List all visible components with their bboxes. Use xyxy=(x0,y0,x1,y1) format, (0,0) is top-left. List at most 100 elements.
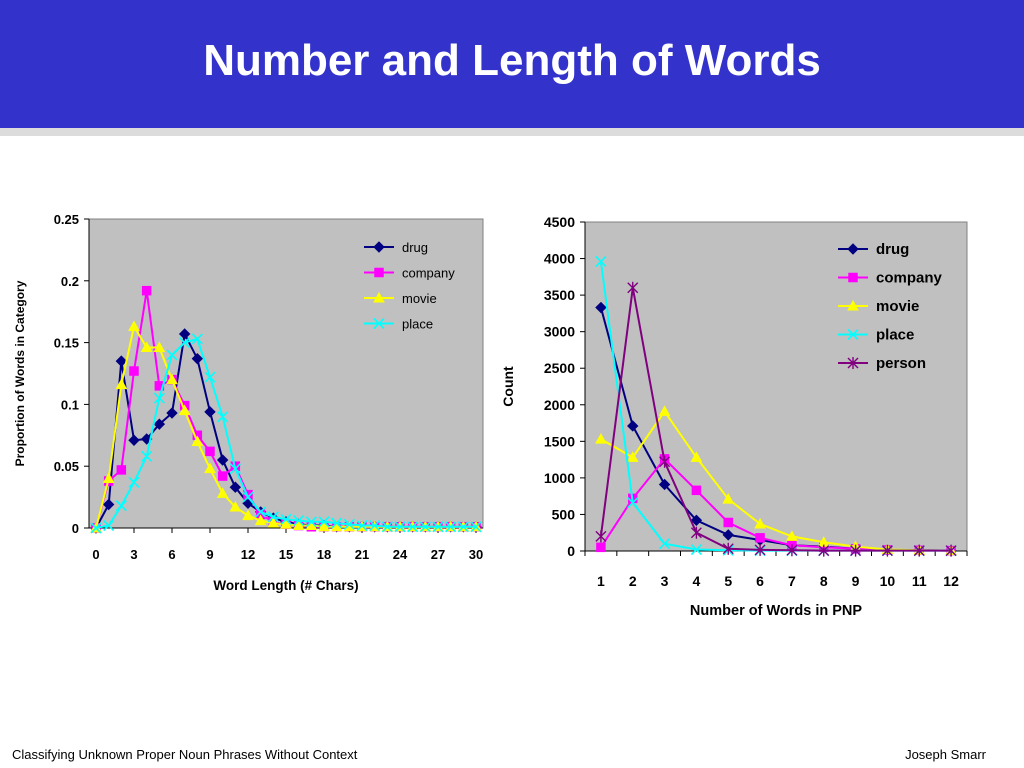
x-tick-label: 9 xyxy=(206,547,213,562)
title-bar-divider xyxy=(0,128,1024,136)
legend-marker-company xyxy=(848,272,858,283)
x-tick-label: 8 xyxy=(820,573,828,589)
data-point-movie xyxy=(292,519,305,531)
legend-marker-place xyxy=(847,328,859,341)
word-length-chart: 0 0.05 0.1 0.15 0.2 0.25 0 3 6 9 12 15 18 21 24 27 30 Wor… xyxy=(13,212,484,593)
footer-author: Joseph Smarr xyxy=(905,747,986,762)
data-point-place xyxy=(191,333,203,345)
data-point-place xyxy=(229,463,241,475)
series-place xyxy=(90,333,482,534)
y-tick-label: 3000 xyxy=(544,324,575,340)
data-point-drug xyxy=(153,418,166,430)
y-tick-label: 0.15 xyxy=(54,336,79,351)
data-point-place xyxy=(179,337,191,349)
x-tick-label: 0 xyxy=(92,547,99,562)
legend-entry: company xyxy=(402,266,455,281)
data-point-drug xyxy=(204,406,216,418)
data-point-place xyxy=(280,513,292,525)
data-point-drug xyxy=(166,407,178,419)
y-tick-label: 4500 xyxy=(544,214,575,230)
legend: drug company movie place person xyxy=(838,241,943,372)
data-point-company xyxy=(116,465,127,475)
y-tick-label: 4000 xyxy=(544,251,575,267)
data-point-company xyxy=(723,517,733,528)
data-point-person xyxy=(786,544,798,557)
data-point-person xyxy=(881,544,893,557)
data-point-movie xyxy=(102,472,115,484)
footer-presentation-title: Classifying Unknown Proper Noun Phrases … xyxy=(12,747,358,762)
data-point-place xyxy=(166,349,178,361)
x-tick-label: 27 xyxy=(431,547,445,562)
plot-area xyxy=(88,218,484,529)
y-tick-label: 0 xyxy=(567,543,575,559)
y-tick-label: 2000 xyxy=(544,397,575,413)
data-point-place xyxy=(407,521,419,533)
data-point-place xyxy=(217,411,229,423)
legend-entry: company xyxy=(876,270,943,287)
y-tick-label: 3500 xyxy=(544,287,575,303)
data-point-person xyxy=(754,543,766,556)
data-point-movie xyxy=(626,451,639,462)
y-tick-label: 2500 xyxy=(544,360,575,376)
data-point-person xyxy=(659,455,671,468)
legend-entry: drug xyxy=(876,241,909,258)
data-point-place xyxy=(90,522,102,534)
data-point-place xyxy=(343,518,355,530)
data-point-movie xyxy=(242,509,254,521)
x-tick-label: 15 xyxy=(279,547,293,562)
x-axis-label: Number of Words in PNP xyxy=(690,603,862,619)
data-point-movie xyxy=(595,433,607,444)
data-point-drug xyxy=(178,328,191,340)
x-tick-label: 10 xyxy=(880,573,896,589)
data-point-place xyxy=(305,516,317,528)
data-point-drug xyxy=(722,529,734,541)
y-axis-label: Proportion of Words in Category xyxy=(13,280,27,466)
x-tick-label: 3 xyxy=(661,573,669,589)
x-tick-label: 9 xyxy=(852,573,860,589)
data-point-place xyxy=(153,392,165,404)
data-point-place xyxy=(318,516,330,528)
data-point-movie xyxy=(722,493,735,504)
x-tick-label: 5 xyxy=(724,573,732,589)
data-point-place xyxy=(381,521,393,533)
data-point-company xyxy=(205,446,215,457)
data-point-drug xyxy=(102,498,115,511)
data-point-place xyxy=(115,500,127,512)
data-point-place xyxy=(267,511,279,523)
data-point-drug xyxy=(690,514,703,527)
data-point-drug xyxy=(595,301,607,314)
data-point-movie xyxy=(754,517,766,529)
data-point-movie xyxy=(166,373,178,385)
y-tick-label: 1500 xyxy=(544,433,575,449)
x-tick-label: 18 xyxy=(317,547,331,562)
y-tick-label: 0.2 xyxy=(61,274,79,289)
data-point-movie xyxy=(658,405,671,416)
x-tick-label: 3 xyxy=(130,547,137,562)
data-point-place xyxy=(627,497,639,509)
data-point-drug xyxy=(115,355,128,367)
data-point-drug xyxy=(128,434,140,446)
x-tick-label: 6 xyxy=(168,547,175,562)
data-point-place xyxy=(659,538,671,550)
data-point-place xyxy=(394,521,406,533)
data-point-place xyxy=(419,521,431,533)
data-point-movie xyxy=(128,320,140,332)
data-point-person xyxy=(595,530,607,543)
data-point-movie xyxy=(115,378,128,390)
data-point-drug xyxy=(229,481,242,493)
data-point-movie xyxy=(153,341,166,353)
y-tick-label: 1000 xyxy=(544,470,575,486)
legend-marker-place xyxy=(373,317,385,330)
x-tick-label: 21 xyxy=(355,547,369,562)
legend-marker-person xyxy=(847,357,859,369)
x-tick-label: 30 xyxy=(469,547,483,562)
x-tick-label: 1 xyxy=(597,573,605,589)
legend-entry: movie xyxy=(876,298,919,315)
y-tick-label: 500 xyxy=(552,506,576,522)
data-point-place xyxy=(470,521,482,533)
data-point-company xyxy=(691,485,702,496)
plot-area xyxy=(584,221,968,552)
y-tick-label: 0.1 xyxy=(61,397,79,412)
legend-entry: person xyxy=(876,355,926,372)
